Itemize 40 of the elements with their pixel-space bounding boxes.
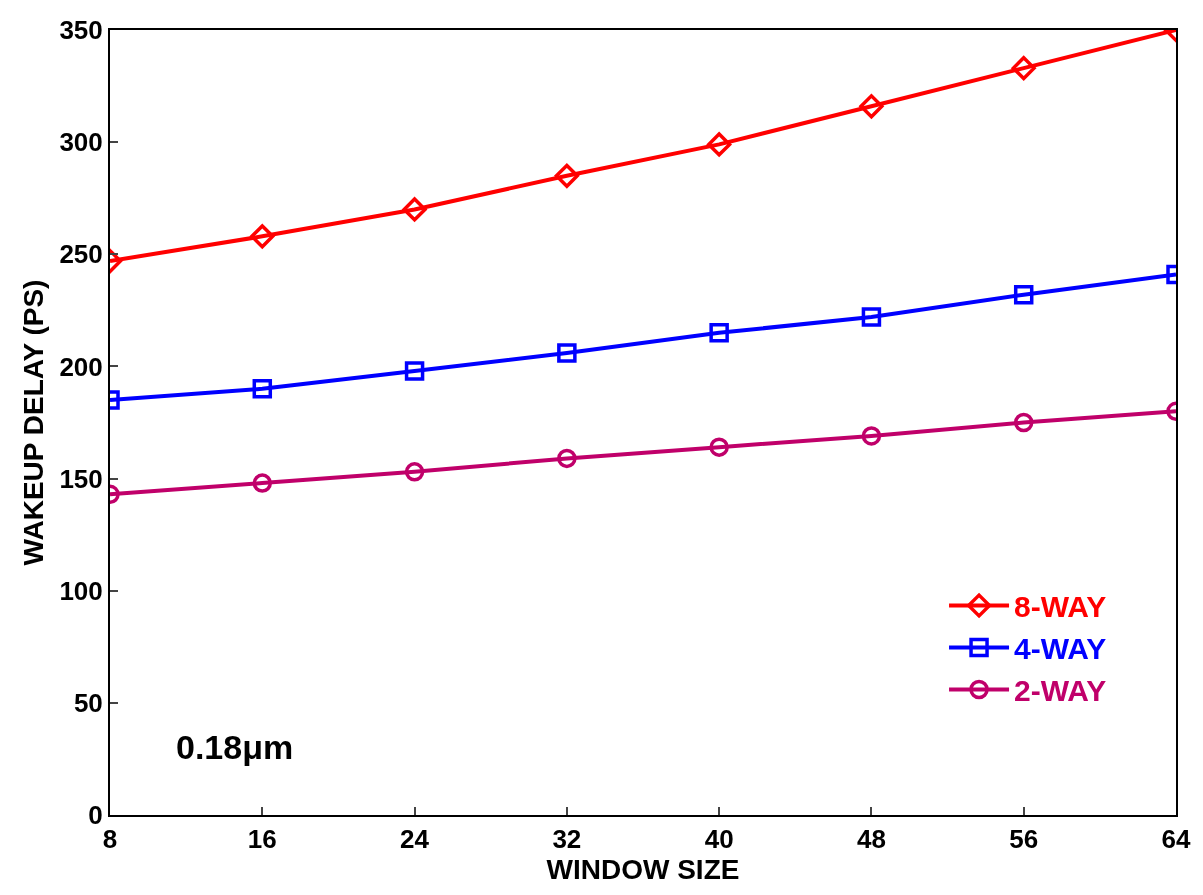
y-tick-label: 350: [59, 15, 103, 46]
point: [252, 379, 273, 399]
point: [554, 163, 580, 188]
y-tick-label: 150: [59, 463, 103, 494]
point: [252, 473, 273, 493]
point: [557, 448, 577, 469]
x-tick-label: 56: [1009, 824, 1039, 855]
y-axis-title: WAKEUP DELAY (PS): [17, 279, 49, 566]
x-tick-label: 24: [400, 824, 430, 855]
point: [859, 94, 884, 119]
point: [861, 307, 882, 327]
point: [709, 323, 729, 343]
y-tick-label: 300: [59, 127, 103, 158]
point: [557, 343, 577, 363]
point: [709, 437, 729, 457]
annotation: 0.18μm: [176, 728, 294, 766]
y-tick-label: 250: [59, 239, 103, 270]
y-tick-label: 0: [88, 800, 103, 831]
point: [861, 426, 882, 446]
legend-label: 4-WAY: [1014, 632, 1107, 666]
x-tick-label: 40: [704, 824, 734, 855]
point: [1011, 55, 1036, 81]
point: [1013, 412, 1034, 433]
x-tick-label: 16: [247, 824, 277, 855]
point: [404, 361, 425, 381]
legend-label: 8-WAY: [1014, 590, 1107, 624]
y-tick-label: 50: [73, 687, 103, 718]
point: [250, 224, 275, 249]
x-tick-label: 64: [1161, 824, 1191, 855]
point: [706, 132, 732, 157]
point: [1013, 284, 1034, 305]
x-tick-label: 32: [552, 824, 582, 855]
x-axis-title: WINDOW SIZE: [546, 854, 740, 886]
y-tick-label: 100: [59, 575, 103, 606]
point: [404, 462, 425, 482]
legend-label: 2-WAY: [1014, 674, 1107, 708]
x-tick-label: 8: [102, 824, 118, 855]
x-tick-label: 48: [856, 824, 886, 855]
y-tick-label: 200: [59, 351, 103, 382]
point: [402, 197, 427, 222]
